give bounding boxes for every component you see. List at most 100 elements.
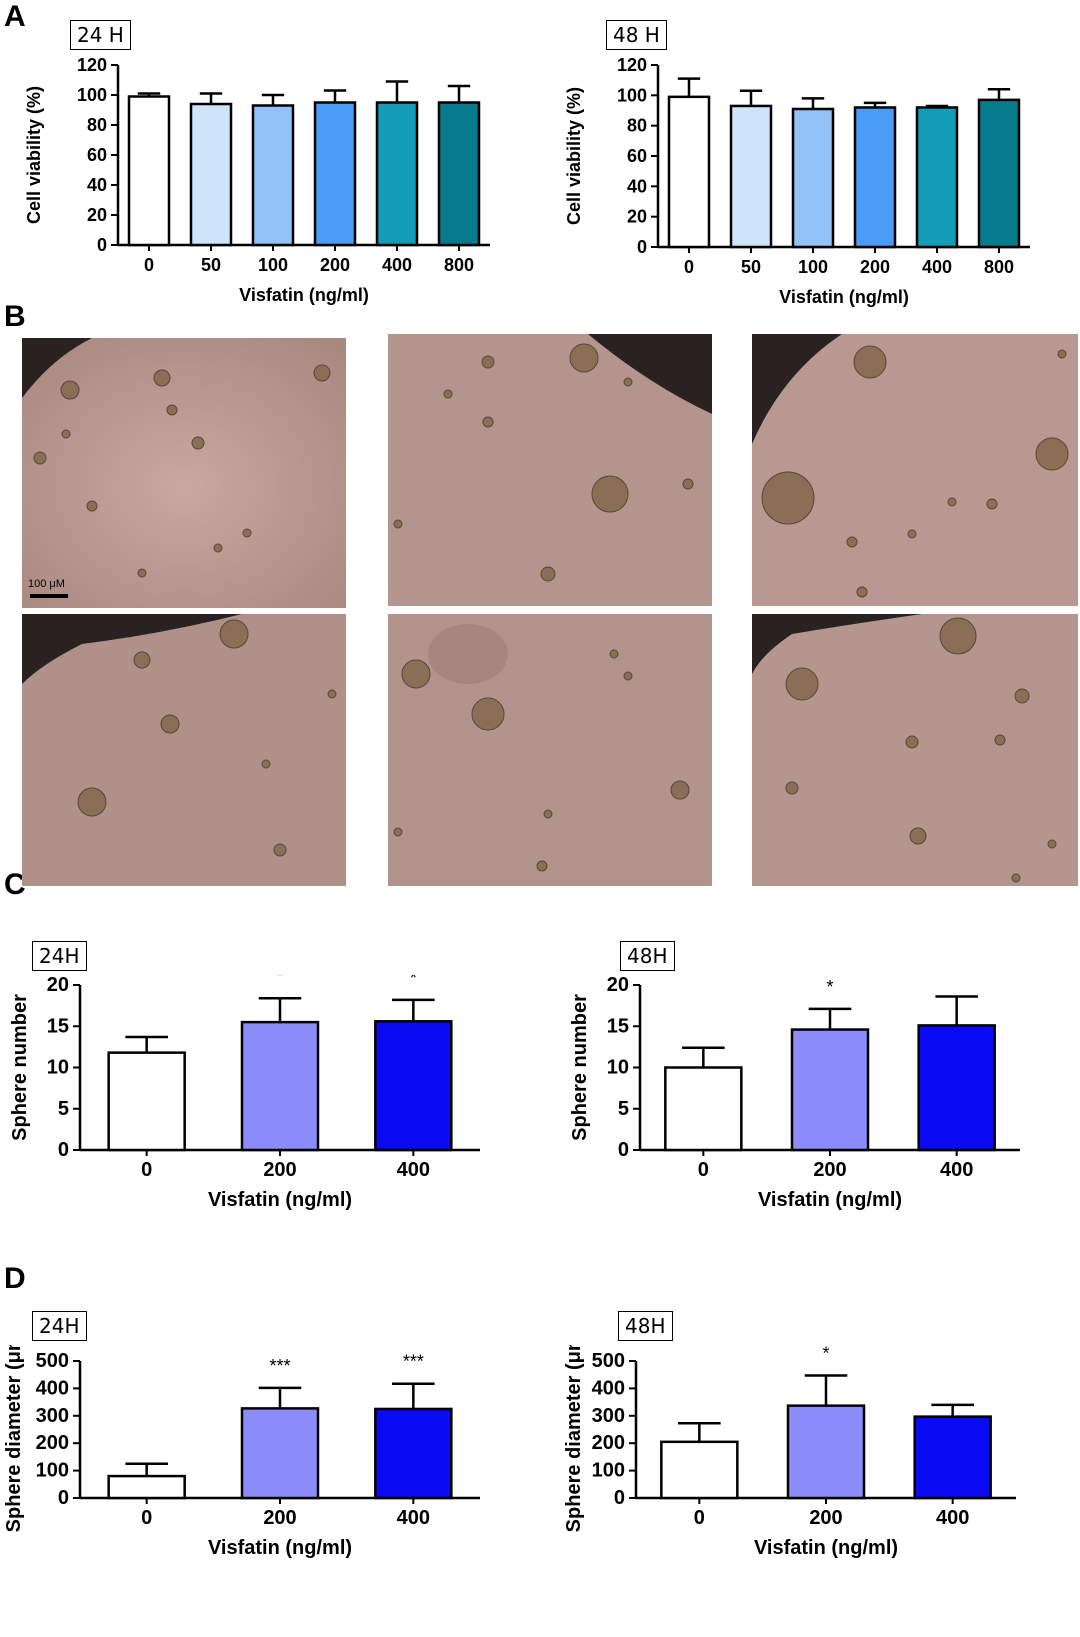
bar-0 xyxy=(107,1474,186,1500)
x-axis-label: Visfatin (ng/ml) xyxy=(208,1189,352,1211)
x-tick-label: 0 xyxy=(684,257,694,277)
bar-0 xyxy=(107,1051,186,1152)
bar-200 xyxy=(786,1404,866,1500)
x-tick-label: 400 xyxy=(940,1159,973,1181)
x-tick-label: 200 xyxy=(860,257,890,277)
micrograph-bottom-left xyxy=(22,614,346,886)
y-axis-label: Cell viability (%) xyxy=(24,86,44,224)
significance-marker: * xyxy=(276,975,283,986)
x-axis-label: Visfatin (ng/ml) xyxy=(758,1189,902,1211)
bar-0 xyxy=(667,95,711,249)
bar-800 xyxy=(437,101,481,247)
bar-chart-a-48h: 0 20 40 60 80 100 120 0 50 100 200 400 800 Visfatin (… xyxy=(564,55,1030,307)
x-tick-label: 100 xyxy=(798,257,828,277)
x-tick-label: 400 xyxy=(397,1159,430,1181)
y-tick-label: 500 xyxy=(36,1350,69,1372)
x-tick-label: 800 xyxy=(984,257,1014,277)
x-tick-label: 0 xyxy=(694,1507,705,1529)
panel-letter-c: C xyxy=(4,868,26,901)
x-tick-label: 0 xyxy=(141,1507,152,1529)
y-tick-label: 100 xyxy=(617,85,647,105)
y-tick-label: 200 xyxy=(592,1432,625,1454)
y-tick-label: 20 xyxy=(627,207,647,227)
x-tick-label: 200 xyxy=(813,1159,846,1181)
time-tag-a-48h: 48 H xyxy=(606,20,667,50)
time-tag-c-24h: 24H xyxy=(32,941,87,971)
y-tick-label: 40 xyxy=(627,176,647,196)
significance-marker: * xyxy=(826,977,833,997)
x-tick-label: 100 xyxy=(258,255,288,275)
bar-0 xyxy=(664,1066,743,1152)
time-tag-a-24h: 24 H xyxy=(70,20,131,50)
y-tick-label: 100 xyxy=(77,85,107,105)
bar-0 xyxy=(660,1440,739,1500)
y-tick-label: 120 xyxy=(617,55,647,75)
x-tick-label: 200 xyxy=(809,1507,842,1529)
micrograph-bottom-right xyxy=(752,614,1078,886)
micrograph-top-left xyxy=(22,338,346,608)
significance-marker: * xyxy=(822,1345,829,1364)
significance-marker: * xyxy=(953,975,960,985)
x-tick-label: 400 xyxy=(922,257,952,277)
x-axis-label: Visfatin (ng/ml) xyxy=(754,1537,898,1559)
y-tick-label: 200 xyxy=(36,1432,69,1454)
y-axis-label: Sphere number xyxy=(569,994,591,1141)
y-tick-label: 400 xyxy=(36,1377,69,1399)
bar-400 xyxy=(374,1407,453,1500)
micrograph-bottom-middle xyxy=(388,614,712,886)
y-tick-label: 0 xyxy=(97,235,107,255)
time-tag-d-48h: 48H xyxy=(618,1311,673,1341)
bar-50 xyxy=(189,102,233,247)
y-tick-label: 0 xyxy=(58,1139,69,1161)
bar-400 xyxy=(374,1020,453,1152)
significance-marker: * xyxy=(410,975,417,988)
x-tick-label: 0 xyxy=(144,255,154,275)
x-axis-label: Visfatin (ng/ml) xyxy=(208,1537,352,1559)
y-tick-label: 60 xyxy=(87,145,107,165)
y-axis-label: Sphere diameter (μm) xyxy=(563,1345,585,1532)
y-tick-label: 20 xyxy=(47,975,69,996)
bar-100 xyxy=(791,107,835,249)
y-tick-label: 100 xyxy=(36,1460,69,1482)
bar-800 xyxy=(977,98,1021,249)
y-tick-label: 80 xyxy=(87,115,107,135)
time-tag-c-48h: 48H xyxy=(620,941,675,971)
bar-200 xyxy=(790,1028,870,1152)
bar-400 xyxy=(375,101,419,247)
bar-200 xyxy=(240,1407,320,1500)
y-tick-label: 100 xyxy=(592,1460,625,1482)
x-tick-label: 200 xyxy=(263,1159,296,1181)
y-tick-label: 20 xyxy=(607,975,629,996)
y-tick-label: 15 xyxy=(47,1015,69,1037)
y-tick-label: 5 xyxy=(58,1098,69,1120)
y-tick-label: 0 xyxy=(614,1487,625,1509)
y-tick-label: 5 xyxy=(618,1098,629,1120)
y-axis-label: Cell viability (%) xyxy=(564,87,584,225)
y-tick-label: 60 xyxy=(627,146,647,166)
bar-400 xyxy=(915,106,959,249)
y-tick-label: 80 xyxy=(627,116,647,136)
x-tick-label: 50 xyxy=(201,255,221,275)
y-tick-label: 15 xyxy=(607,1015,629,1037)
y-tick-label: 500 xyxy=(592,1350,625,1372)
x-tick-label: 400 xyxy=(936,1507,969,1529)
x-tick-label: 800 xyxy=(444,255,474,275)
x-tick-label: 50 xyxy=(741,257,761,277)
bar-chart-d-48h: 0 100 200 300 400 500 0 200 * 400 Visfatin (ng/ml)… xyxy=(563,1345,1016,1559)
bar-200 xyxy=(240,1020,320,1152)
x-tick-label: 400 xyxy=(397,1507,430,1529)
y-axis-label: Sphere number xyxy=(9,994,31,1141)
y-tick-label: 300 xyxy=(592,1405,625,1427)
bar-chart-a-24h: 0 20 40 60 80 100 120 0 50 100 200 400 800 Visfatin (… xyxy=(24,55,490,305)
panel-letter-d: D xyxy=(4,1262,26,1295)
bar-200 xyxy=(853,106,897,249)
micrograph-top-middle xyxy=(388,334,712,606)
y-tick-label: 120 xyxy=(77,55,107,75)
bar-400 xyxy=(913,1415,992,1500)
x-tick-label: 0 xyxy=(698,1159,709,1181)
y-tick-label: 400 xyxy=(592,1377,625,1399)
y-tick-label: 10 xyxy=(607,1057,629,1079)
bar-50 xyxy=(729,104,773,249)
